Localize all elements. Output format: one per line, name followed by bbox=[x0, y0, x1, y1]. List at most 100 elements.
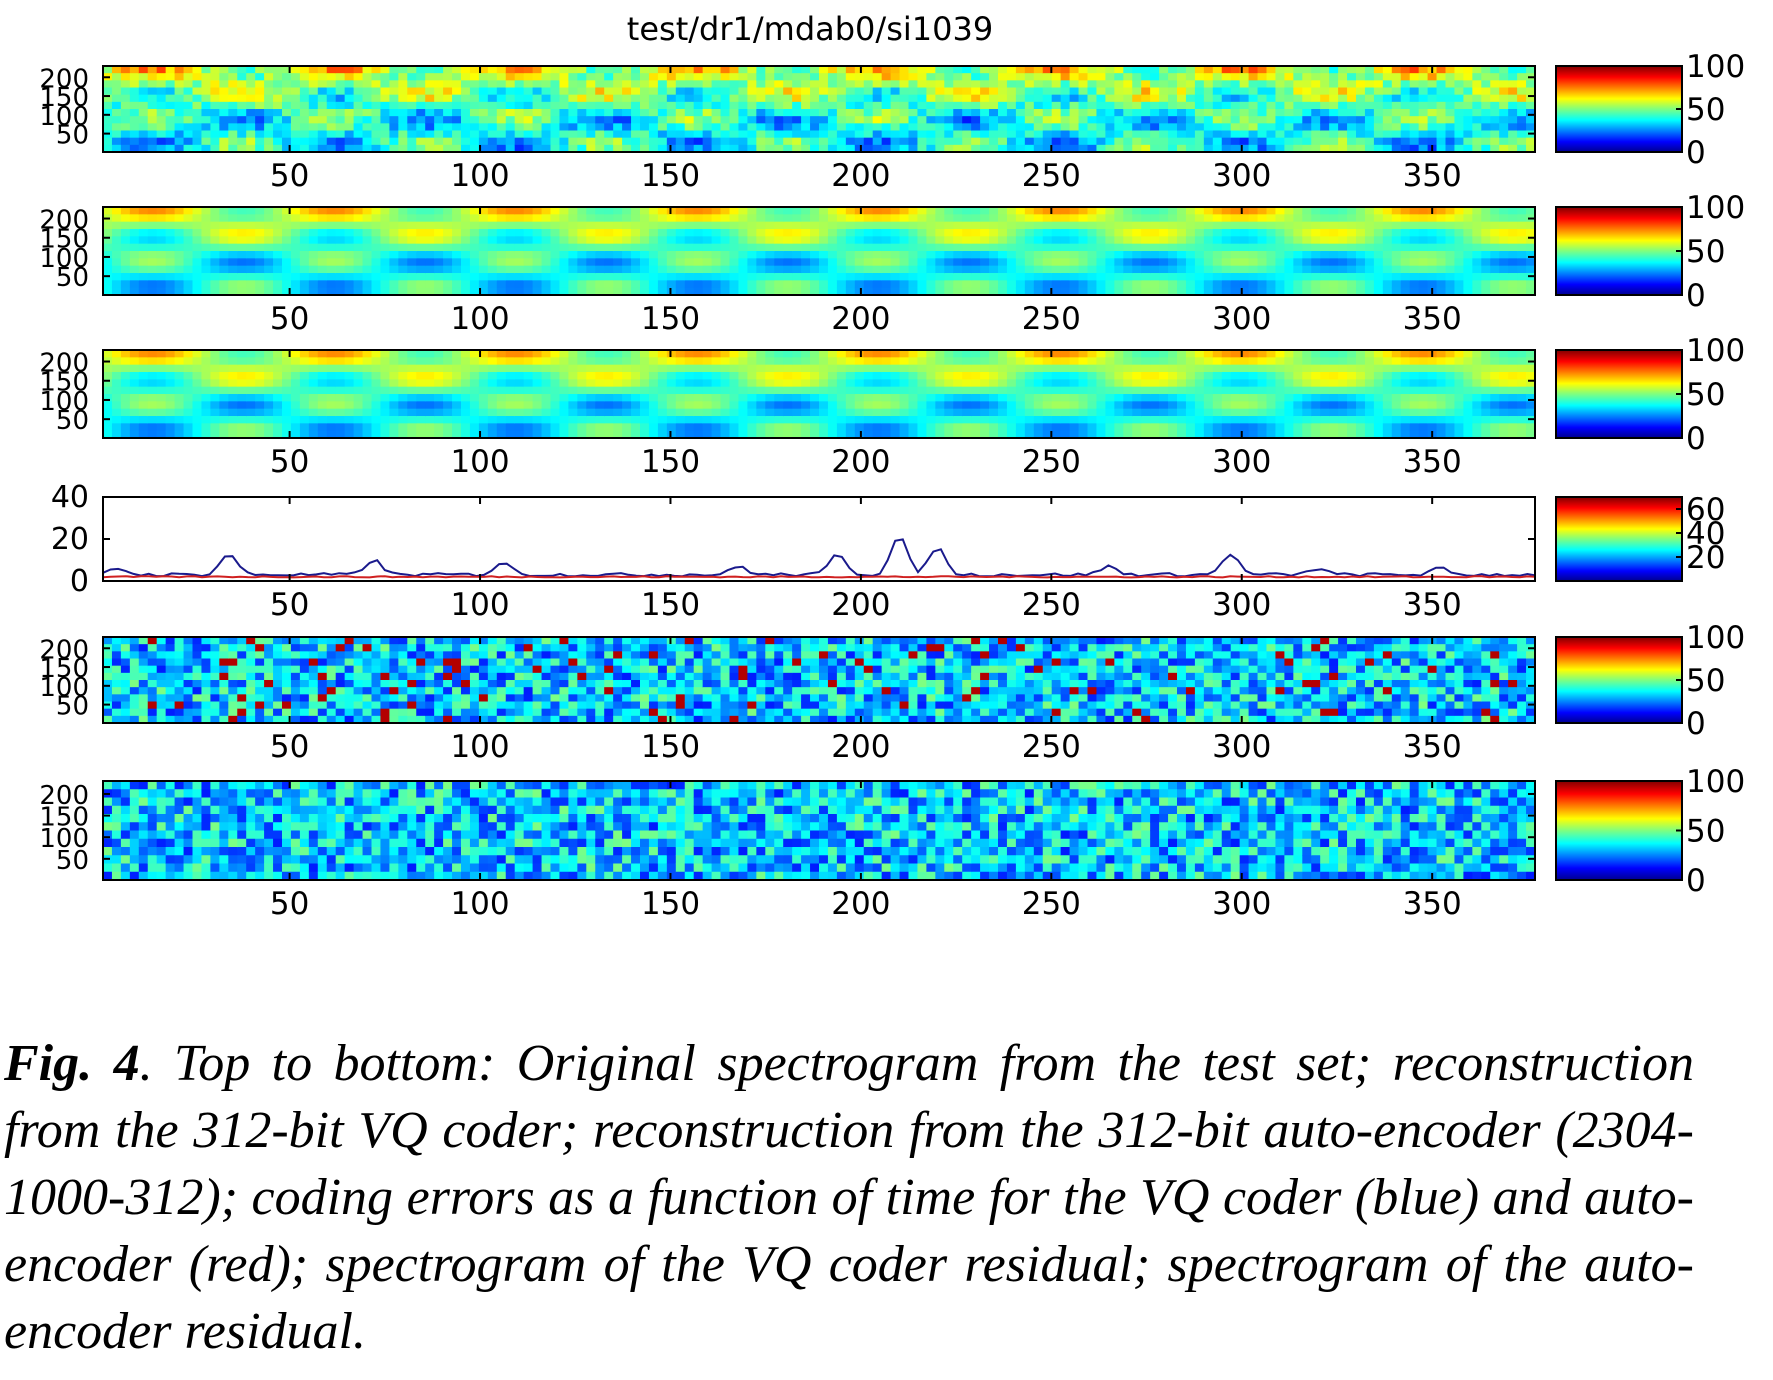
heatmap-cell bbox=[532, 423, 543, 432]
heatmap-cell bbox=[120, 258, 131, 267]
heatmap-cell bbox=[926, 73, 936, 81]
heatmap-cell bbox=[317, 364, 328, 373]
heatmap-cell bbox=[1463, 229, 1473, 237]
heatmap-cell bbox=[362, 101, 373, 110]
heatmap-cell bbox=[738, 379, 748, 388]
heatmap-cell bbox=[407, 357, 417, 366]
heatmap-cell bbox=[425, 130, 435, 139]
heatmap-cell bbox=[425, 364, 435, 373]
heatmap-cell bbox=[380, 144, 390, 153]
heatmap-cell bbox=[1320, 123, 1330, 132]
heatmap-cell bbox=[1427, 101, 1438, 110]
heatmap-cell bbox=[881, 87, 892, 96]
heatmap-cell bbox=[174, 364, 185, 373]
heatmap-cell bbox=[559, 243, 569, 252]
heatmap-cell bbox=[487, 408, 498, 417]
heatmap-cell bbox=[264, 87, 274, 96]
heatmap-cell bbox=[469, 116, 480, 124]
heatmap-cell bbox=[452, 94, 462, 103]
heatmap-cell bbox=[1257, 87, 1268, 96]
heatmap-cell bbox=[756, 221, 766, 230]
heatmap-cell bbox=[523, 251, 534, 259]
heatmap-cell bbox=[1373, 280, 1384, 289]
heatmap-cell bbox=[568, 379, 578, 388]
heatmap-cell bbox=[1150, 80, 1160, 89]
heatmap-cell bbox=[657, 87, 668, 96]
heatmap-cell bbox=[111, 236, 122, 245]
heatmap-cell bbox=[523, 130, 534, 139]
heatmap-cell bbox=[1499, 109, 1509, 117]
heatmap-cell bbox=[210, 116, 220, 124]
heatmap-cell bbox=[174, 116, 185, 124]
heatmap-cell bbox=[264, 258, 274, 267]
heatmap-cell bbox=[792, 87, 802, 96]
heatmap-cell bbox=[1284, 87, 1294, 96]
heatmap-cell bbox=[810, 379, 820, 388]
heatmap-cell bbox=[237, 144, 247, 153]
heatmap-cell bbox=[103, 109, 113, 117]
heatmap-cell bbox=[425, 236, 435, 245]
heatmap-cell bbox=[640, 137, 650, 146]
heatmap-cell bbox=[290, 265, 301, 274]
heatmap-cell bbox=[1436, 80, 1447, 89]
heatmap-cell bbox=[1472, 116, 1482, 124]
heatmap-cell bbox=[165, 280, 176, 289]
heatmap-cell bbox=[1445, 116, 1456, 124]
heatmap-cell bbox=[380, 372, 390, 380]
heatmap-cell bbox=[111, 137, 122, 146]
heatmap-cell bbox=[1212, 273, 1223, 281]
heatmap-cell bbox=[568, 265, 578, 274]
heatmap-cell bbox=[353, 273, 364, 281]
heatmap-cell bbox=[559, 372, 569, 380]
heatmap-cell bbox=[398, 350, 408, 358]
heatmap-cell bbox=[299, 430, 310, 439]
heatmap-cell bbox=[541, 66, 552, 74]
heatmap-cell bbox=[246, 386, 256, 395]
heatmap-cell bbox=[774, 364, 784, 373]
heatmap-cell bbox=[1114, 130, 1124, 139]
heatmap-cell bbox=[1168, 109, 1178, 117]
heatmap-cell bbox=[174, 350, 185, 358]
heatmap-cell bbox=[738, 423, 748, 432]
heatmap-cell bbox=[478, 394, 489, 402]
heatmap-cell bbox=[1015, 80, 1026, 89]
heatmap-cell bbox=[425, 207, 435, 215]
heatmap-cell bbox=[1266, 265, 1277, 274]
heatmap-cell bbox=[192, 229, 203, 237]
heatmap-cell bbox=[559, 137, 569, 146]
heatmap-cell bbox=[1445, 66, 1456, 74]
heatmap-cell bbox=[1382, 94, 1393, 103]
heatmap-cell bbox=[756, 207, 766, 215]
heatmap-cell bbox=[962, 109, 972, 117]
heatmap-cell bbox=[264, 364, 274, 373]
heatmap-cell bbox=[640, 408, 650, 417]
heatmap-cell bbox=[505, 401, 516, 410]
heatmap-cell bbox=[711, 251, 722, 259]
heatmap-cell bbox=[613, 280, 623, 289]
heatmap-cell bbox=[335, 66, 346, 74]
heatmap-cell bbox=[344, 109, 355, 117]
heatmap-cell bbox=[854, 137, 865, 146]
heatmap-cell bbox=[299, 265, 310, 274]
heatmap-cell bbox=[1257, 236, 1268, 245]
heatmap-cell bbox=[693, 408, 704, 417]
heatmap-cell bbox=[980, 87, 990, 96]
heatmap-cell bbox=[299, 251, 310, 259]
heatmap-cell bbox=[729, 116, 740, 124]
heatmap-cell bbox=[881, 236, 892, 245]
heatmap-cell bbox=[1051, 101, 1062, 110]
heatmap-cell bbox=[299, 423, 310, 432]
heatmap-cell bbox=[192, 416, 203, 424]
heatmap-cell bbox=[389, 401, 399, 410]
heatmap-cell bbox=[156, 116, 167, 124]
heatmap-cell bbox=[792, 144, 802, 153]
heatmap-cell bbox=[783, 265, 793, 274]
heatmap-cell bbox=[1391, 109, 1402, 117]
heatmap-cell bbox=[1517, 236, 1527, 245]
heatmap-cell bbox=[1427, 229, 1438, 237]
heatmap-cell bbox=[353, 144, 364, 153]
heatmap-cell bbox=[756, 350, 766, 358]
heatmap-cell bbox=[863, 273, 874, 281]
heatmap-cell bbox=[219, 101, 229, 110]
heatmap-cell bbox=[720, 280, 731, 289]
